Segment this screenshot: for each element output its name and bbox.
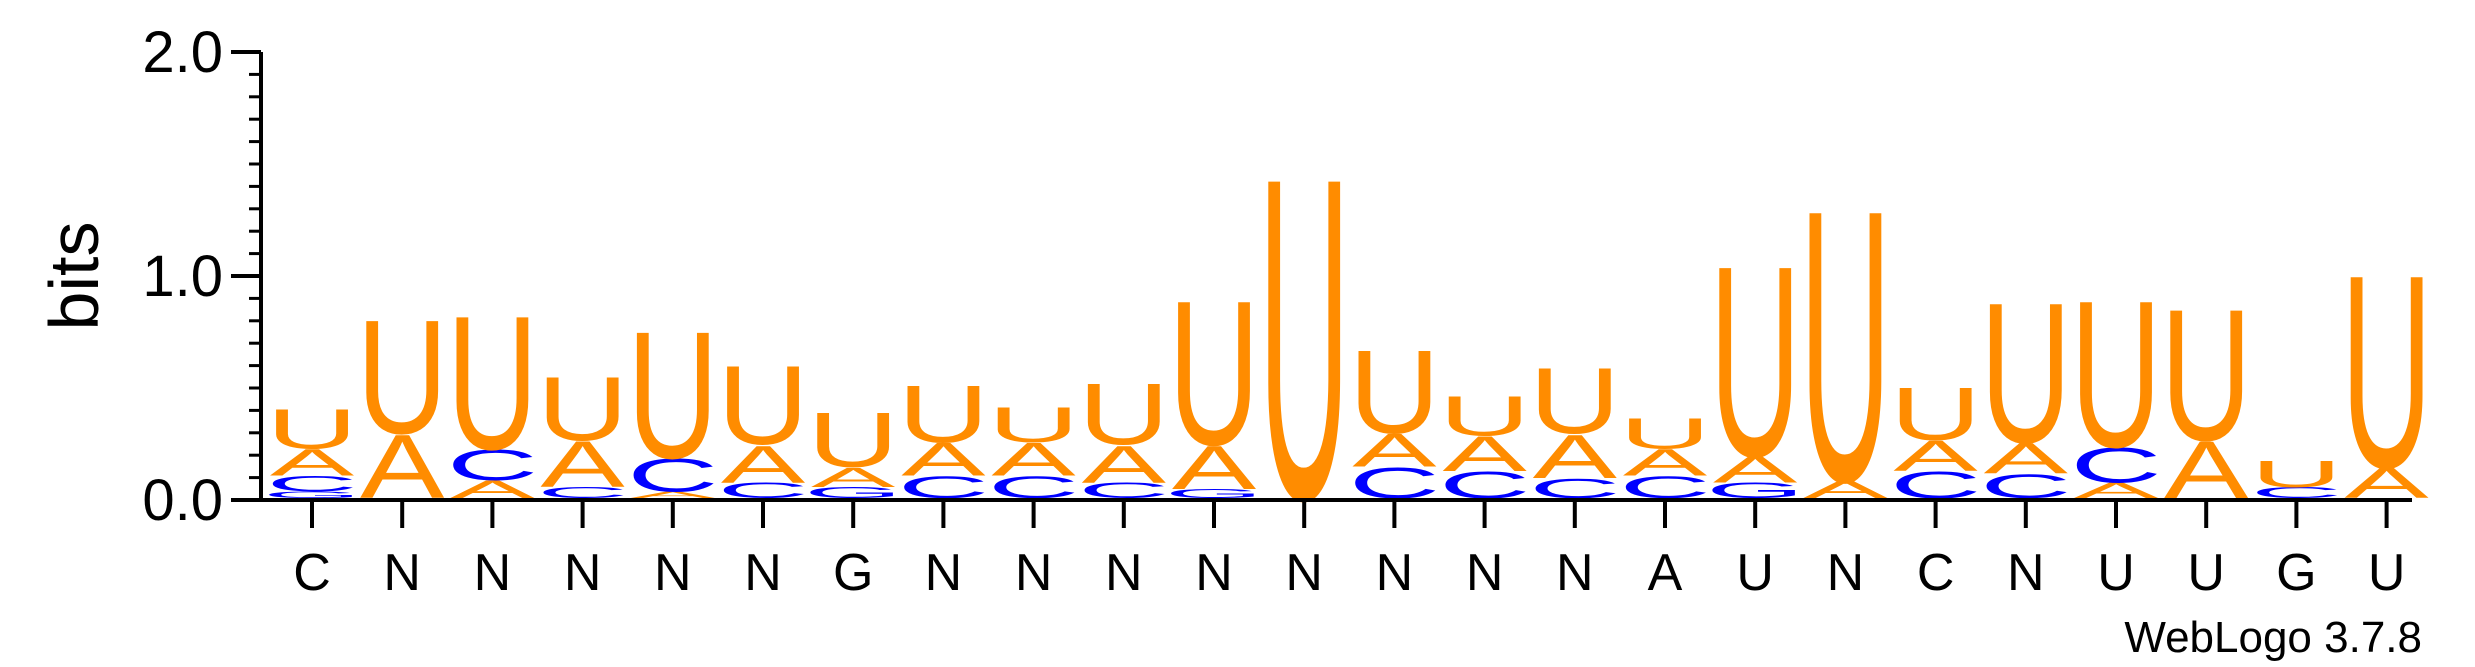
logo-letter-c: C [627,449,718,501]
logo-letter-a: A [1893,432,1977,481]
logo-letter-g: G [1165,487,1263,501]
logo-letter-a: A [270,442,355,484]
x-tick-label: N [1376,544,1414,602]
x-tick-label: N [1015,544,1053,602]
x-tick-label: U [2368,544,2406,602]
x-tick-label: A [1648,544,1683,602]
x-tick-label: N [744,544,782,602]
logo-letter-c: C [2070,438,2161,494]
logo-letter-u: U [1710,209,1801,513]
logo-letter-u: U [447,277,538,490]
logo-letter-u: U [1890,373,1981,457]
x-tick-label: G [833,544,873,602]
logo-letter-c: C [537,484,628,502]
x-tick-label: N [474,544,512,602]
x-tick-label: N [564,544,602,602]
logo-letter-a: A [540,428,625,501]
logo-letter-u: U [1529,348,1620,453]
logo-letter-u: U [266,398,357,461]
x-tick-label: N [1105,544,1143,602]
logo-letter-u: U [2251,453,2342,495]
logo-letter-a: A [1172,433,1257,503]
logo-letter-g: G [263,490,361,500]
x-tick-label: C [1917,544,1955,602]
logo-letter-a: A [1352,425,1437,477]
logo-letter-c: C [266,472,357,496]
logo-letter-a: A [811,462,895,493]
y-tick-label: 0.0 [142,468,223,533]
logo-letter-c: C [2251,484,2342,502]
x-tick-label: G [2276,544,2316,602]
logo-letter-u: U [1800,130,1891,563]
x-tick-label: N [1285,544,1323,602]
logo-letter-a: A [1713,449,1798,491]
logo-letter-a: A [1442,426,1526,482]
x-tick-label: N [1556,544,1594,602]
x-tick-label: N [383,544,421,602]
y-ticks: 0.0 1.0 2.0 [142,20,261,533]
logo-letter-u: U [1439,384,1530,447]
y-tick-label: 1.0 [142,244,223,309]
logo-letter-g: G [804,484,902,502]
logo-letter-u: U [808,397,899,484]
logo-letter-a: A [1623,442,1708,484]
logo-letter-a: A [721,434,806,494]
logo-letter-u: U [1078,366,1169,463]
logo-letter-u: U [988,397,1079,453]
logo-letter-u: U [1168,259,1259,489]
logo-letter-u: U [2070,256,2161,491]
logo-letter-a: A [991,434,1076,486]
logo-letter-u: U [627,294,718,497]
logo-letter-u: U [2341,219,2432,526]
x-tick-label: N [2007,544,2045,602]
logo-letter-a: A [1984,434,2068,483]
weblogo-watermark: WebLogo 3.7.8 [2124,613,2422,662]
x-tick-label: N [1466,544,1504,602]
x-tick-label: U [2097,544,2135,602]
x-tick-label: N [1195,544,1233,602]
logo-letter-u: U [1349,326,1440,459]
logo-letter-a: A [1082,434,1167,494]
x-tick-label: C [293,544,331,602]
logo-letter-u: U [898,369,989,460]
y-axis-label: bits [35,222,113,331]
x-tick-label: N [1827,544,1865,602]
logo-letter-u: U [1619,409,1710,458]
logo-letter-u: U [357,286,448,468]
logo-letter-u: U [537,358,628,459]
logo-letter-a: A [1533,422,1618,492]
x-tick-label: U [1736,544,1774,602]
x-tick-label: N [654,544,692,602]
x-tick-label: U [2187,544,2225,602]
logo-letter-c: C [447,441,538,490]
logo-letter-a: A [901,434,986,486]
logo-letter-u: U [2161,270,2252,480]
x-tick-label: N [925,544,963,602]
y-tick-label: 2.0 [142,20,223,85]
logo-letter-u: U [1980,261,2071,485]
logo-letter-u: U [717,344,808,469]
logo-letter-a: A [631,490,716,500]
